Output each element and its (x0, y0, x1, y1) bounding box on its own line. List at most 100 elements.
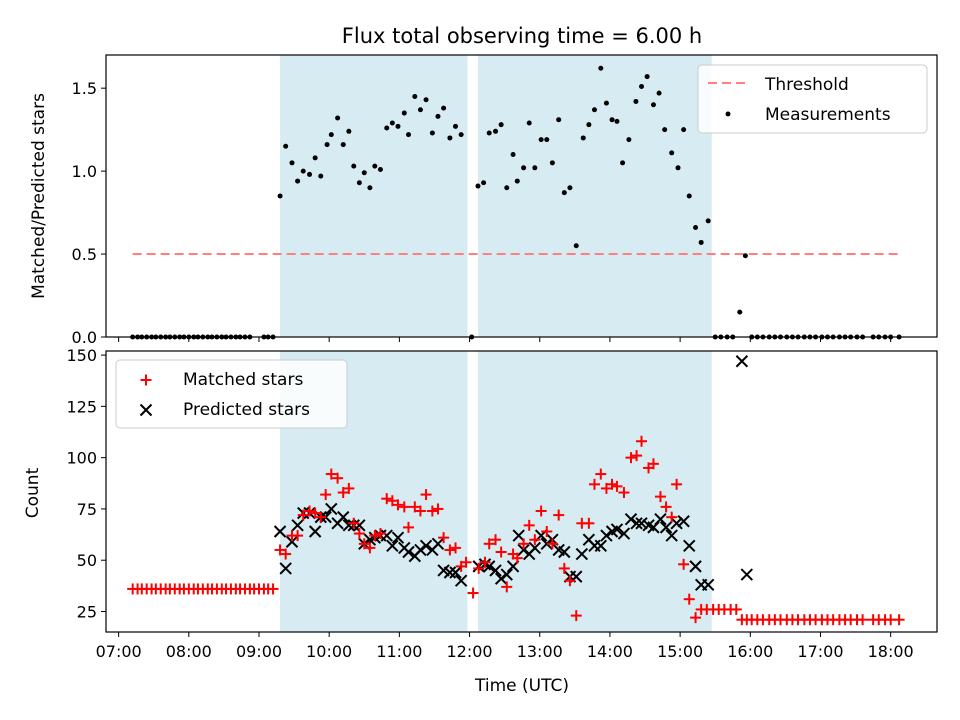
measurement-point (586, 122, 592, 128)
matched-stars-point (570, 610, 582, 622)
measurement-point (514, 178, 520, 184)
predicted-stars-point (402, 545, 415, 559)
predicted-stars-point (380, 529, 393, 542)
matched-stars-point (671, 478, 683, 490)
predicted-stars-point (654, 512, 667, 526)
measurement-point (172, 334, 178, 340)
matched-stars-point (467, 587, 479, 599)
measurement-point (876, 334, 882, 340)
measurement-point (784, 334, 790, 340)
matched-stars-point (409, 501, 421, 513)
predicted-stars-point (494, 572, 508, 585)
measurement-point (760, 334, 766, 340)
measurement-point (813, 334, 819, 340)
measurement-point (453, 123, 459, 129)
bottom-axes-frame (105, 350, 938, 633)
measurement-point (435, 113, 441, 119)
measurement-point (475, 183, 481, 189)
matched-stars-point (374, 528, 386, 540)
matched-stars-point (893, 614, 905, 626)
measurement-point (237, 334, 243, 340)
predicted-stars-point (342, 519, 356, 532)
measurement-point (789, 334, 795, 340)
measurement-point (429, 130, 435, 136)
measurement-point (283, 143, 289, 149)
measurement-point (300, 168, 306, 174)
matched-stars-point (523, 519, 535, 531)
matched-stars-point (386, 495, 398, 507)
measurement-point (195, 334, 201, 340)
measurement-point (675, 165, 681, 171)
measurement-point (603, 100, 609, 106)
predicted-stars-point (635, 517, 648, 530)
measurement-point (340, 142, 346, 148)
measurement-point (351, 163, 357, 169)
top-legend-box (697, 64, 928, 134)
measurement-point (510, 152, 516, 158)
matched-stars-point (274, 544, 286, 556)
measurement-point (656, 90, 662, 96)
matched-stars-point (678, 558, 690, 570)
measurement-point (158, 334, 164, 340)
measurement-point (406, 132, 412, 138)
measurement-point (367, 185, 373, 191)
measurement-point (493, 128, 499, 134)
matched-stars-point (315, 511, 327, 523)
data-marks (127, 65, 905, 626)
shaded-period-1-1 (477, 351, 712, 632)
measurement-point (242, 334, 248, 340)
matched-legend-marker (140, 374, 152, 386)
measurement-point (447, 135, 453, 141)
matched-stars-point (611, 480, 623, 492)
matched-stars-point (348, 517, 360, 529)
matched-stars-point (595, 468, 607, 480)
measurement-point (614, 118, 620, 124)
x-tick-label: 09:00 (236, 642, 282, 661)
matched-stars-point (535, 505, 547, 517)
matched-stars-point (495, 546, 507, 558)
predicted-stars-point (735, 355, 749, 368)
predicted-stars-point (337, 510, 350, 524)
predicted-stars-point (683, 539, 696, 553)
shaded-periods (280, 55, 712, 632)
y-tick-label: 1.0 (72, 162, 97, 181)
matched-stars-point (473, 562, 485, 574)
measurement-point (854, 334, 860, 340)
matched-legend-label: Matched stars (183, 370, 303, 390)
y-tick-label: 1.5 (72, 79, 97, 98)
measurement-point (149, 334, 155, 340)
measurement-point (498, 122, 504, 128)
measurement-point (620, 160, 626, 166)
x-tick-label: 10:00 (306, 642, 352, 661)
y-tick-label: 25 (77, 602, 97, 621)
matched-stars-point (280, 548, 292, 560)
measurement-point (633, 98, 639, 104)
measurement-point (766, 334, 772, 340)
matched-stars-point (332, 472, 344, 484)
predicted-stars-point (325, 502, 338, 516)
measurement-point (135, 334, 141, 340)
matched-stars-point (304, 505, 316, 517)
matched-stars-point (546, 538, 558, 550)
measurement-point (412, 93, 418, 99)
measurement-point (228, 334, 234, 340)
measurement-point (591, 107, 597, 113)
measurement-point (486, 130, 492, 136)
x-tick-label: 18:00 (868, 642, 914, 661)
predicted-stars-point (449, 566, 462, 579)
matched-stars-point (438, 532, 450, 544)
chart-title: Flux total observing time = 6.00 h (342, 24, 702, 48)
y-tick-label: 50 (77, 551, 97, 570)
measurement-point (705, 218, 711, 224)
measurement-point (742, 253, 748, 259)
measurement-point (538, 137, 544, 143)
measurement-point (644, 74, 650, 80)
matched-stars-point (483, 538, 495, 550)
y-tick-label: 0.0 (72, 328, 97, 347)
predicted-stars-point (600, 529, 613, 542)
measurement-point (307, 171, 313, 177)
measurement-point (777, 334, 783, 340)
measurement-point (328, 132, 334, 138)
measurement-point (441, 105, 447, 111)
measurement-point (598, 65, 604, 71)
